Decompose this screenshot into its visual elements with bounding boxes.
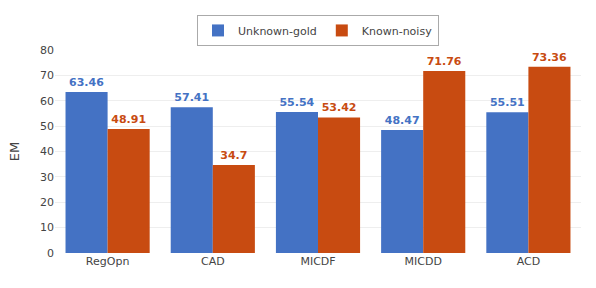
svg-text:20: 20 [40, 196, 54, 209]
svg-text:48.91: 48.91 [111, 113, 146, 126]
svg-text:MICDF: MICDF [300, 255, 335, 268]
svg-text:ACD: ACD [517, 255, 540, 268]
svg-text:RegOpn: RegOpn [86, 255, 130, 268]
svg-text:55.51: 55.51 [490, 96, 525, 109]
svg-text:70: 70 [40, 69, 54, 82]
svg-text:30: 30 [40, 171, 54, 184]
svg-text:50: 50 [40, 120, 54, 133]
svg-text:Known-noisy: Known-noisy [362, 25, 432, 38]
svg-text:53.42: 53.42 [322, 101, 357, 114]
svg-text:60: 60 [40, 95, 54, 108]
svg-text:80: 80 [40, 44, 54, 57]
svg-text:0: 0 [47, 247, 54, 260]
svg-text:10: 10 [40, 221, 54, 234]
svg-text:73.36: 73.36 [532, 51, 567, 64]
svg-text:55.54: 55.54 [279, 96, 314, 109]
svg-text:EM: EM [7, 142, 22, 161]
svg-text:40: 40 [40, 145, 54, 158]
svg-text:34.7: 34.7 [220, 149, 247, 162]
svg-text:Unknown-gold: Unknown-gold [238, 25, 317, 38]
svg-text:57.41: 57.41 [174, 91, 209, 104]
svg-text:63.46: 63.46 [69, 76, 104, 89]
svg-text:48.47: 48.47 [385, 114, 420, 127]
svg-text:MICDD: MICDD [405, 255, 442, 268]
svg-text:CAD: CAD [201, 255, 225, 268]
svg-text:71.76: 71.76 [427, 55, 462, 68]
